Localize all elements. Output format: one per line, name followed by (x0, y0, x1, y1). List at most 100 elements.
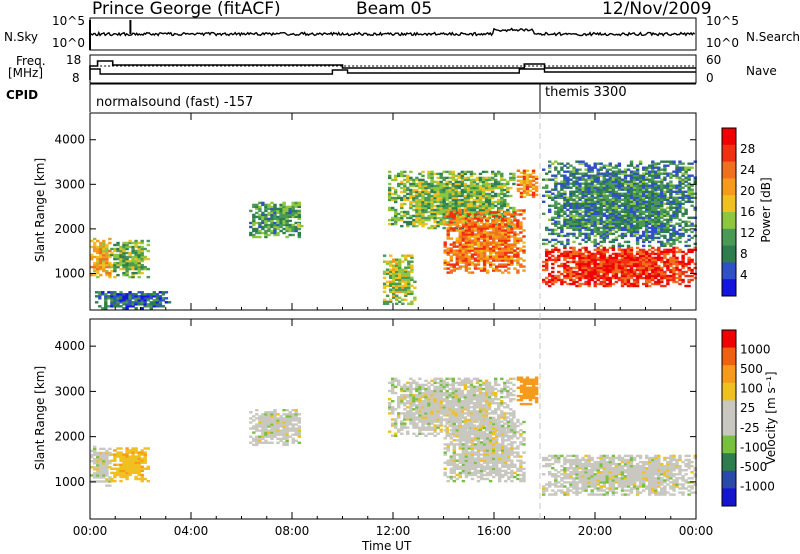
power-cell (584, 282, 588, 286)
power-cell (491, 182, 495, 186)
velocity-cell (105, 451, 109, 455)
power-cell (642, 212, 646, 215)
power-cell (675, 232, 679, 236)
power-cell (382, 276, 387, 279)
power-cell (503, 200, 507, 204)
power-cell (430, 176, 434, 180)
power-cell (481, 184, 486, 188)
power-cell (654, 228, 658, 232)
velocity-cell (261, 419, 265, 422)
power-cell (134, 299, 138, 302)
power-cell (654, 170, 658, 173)
power-cell (687, 174, 691, 177)
power-cell (522, 217, 526, 220)
power-cell (657, 202, 661, 205)
power-cell (282, 215, 286, 219)
power-cell (475, 192, 480, 196)
velocity-cell (255, 439, 259, 442)
velocity-cell (134, 457, 138, 460)
power-cell (593, 284, 597, 288)
power-cell (513, 235, 517, 238)
power-cell (424, 192, 428, 196)
power-cell (572, 226, 576, 230)
velocity-cell (102, 476, 106, 479)
velocity-cell (282, 427, 286, 430)
power-cell (611, 256, 616, 260)
power-cell (407, 264, 411, 267)
power-cell (666, 220, 670, 223)
power-cell (119, 297, 123, 300)
power-cell (657, 188, 661, 191)
power-cell (648, 272, 652, 276)
power-cell (675, 212, 679, 215)
power-cell (593, 186, 597, 189)
power-cell (596, 270, 600, 274)
power-cell (614, 262, 619, 266)
power-cell (608, 268, 612, 272)
power-cell (522, 259, 526, 262)
power-cell (113, 303, 117, 306)
power-cell (513, 213, 517, 216)
power-cell (464, 261, 469, 264)
power-cell (110, 269, 114, 273)
power-cell (498, 241, 502, 244)
power-cell (448, 172, 452, 176)
power-cell (404, 276, 408, 279)
power-cell (430, 184, 434, 188)
power-cell (104, 305, 108, 308)
power-cell (482, 253, 487, 256)
power-cell (258, 213, 262, 217)
power-cell (605, 216, 609, 219)
power-cell (648, 218, 652, 221)
velocity-cell (291, 437, 295, 440)
power-cell (497, 202, 501, 206)
power-cell (678, 186, 682, 189)
power-cell (635, 278, 640, 282)
power-cell (693, 246, 697, 250)
power-cell (693, 248, 697, 252)
power-cell (485, 257, 490, 260)
power-cell (394, 198, 398, 202)
power-cell (596, 182, 600, 185)
power-cell (602, 240, 606, 244)
power-cell (93, 243, 97, 247)
power-cell (672, 240, 676, 244)
velocity-cell (285, 429, 289, 432)
power-cell (654, 224, 658, 227)
power-cell (663, 212, 667, 215)
power-cell (475, 204, 480, 208)
velocity-cell (276, 437, 280, 440)
power-cell (684, 180, 688, 183)
power-cell (593, 244, 597, 248)
power-cell (131, 255, 135, 259)
power-cell (297, 215, 301, 219)
power-cell (485, 245, 490, 248)
power-cell (146, 249, 150, 253)
power-cell (629, 260, 634, 264)
power-cell (406, 198, 410, 202)
power-cell (602, 174, 606, 177)
power-cell (501, 227, 505, 230)
power-cell (421, 190, 425, 194)
power-cell (522, 181, 527, 184)
velocity-cell (122, 461, 126, 464)
power-cell (608, 258, 612, 262)
velocity-cell (261, 423, 265, 426)
power-cell (666, 262, 670, 266)
power-cell (513, 267, 517, 270)
power-cell (663, 248, 667, 252)
power-cell (602, 260, 606, 264)
velocity-cell (270, 417, 274, 420)
power-cell (464, 243, 469, 246)
power-cell (629, 172, 634, 175)
power-cell (99, 245, 103, 249)
power-cell (599, 262, 603, 266)
power-cell (484, 204, 489, 208)
power-cell (605, 218, 609, 221)
power-cell (455, 229, 459, 232)
velocity-cell (252, 431, 256, 434)
power-cell (687, 278, 691, 282)
power-cell (654, 258, 658, 262)
power-cell (406, 196, 410, 200)
power-cell (587, 196, 591, 199)
